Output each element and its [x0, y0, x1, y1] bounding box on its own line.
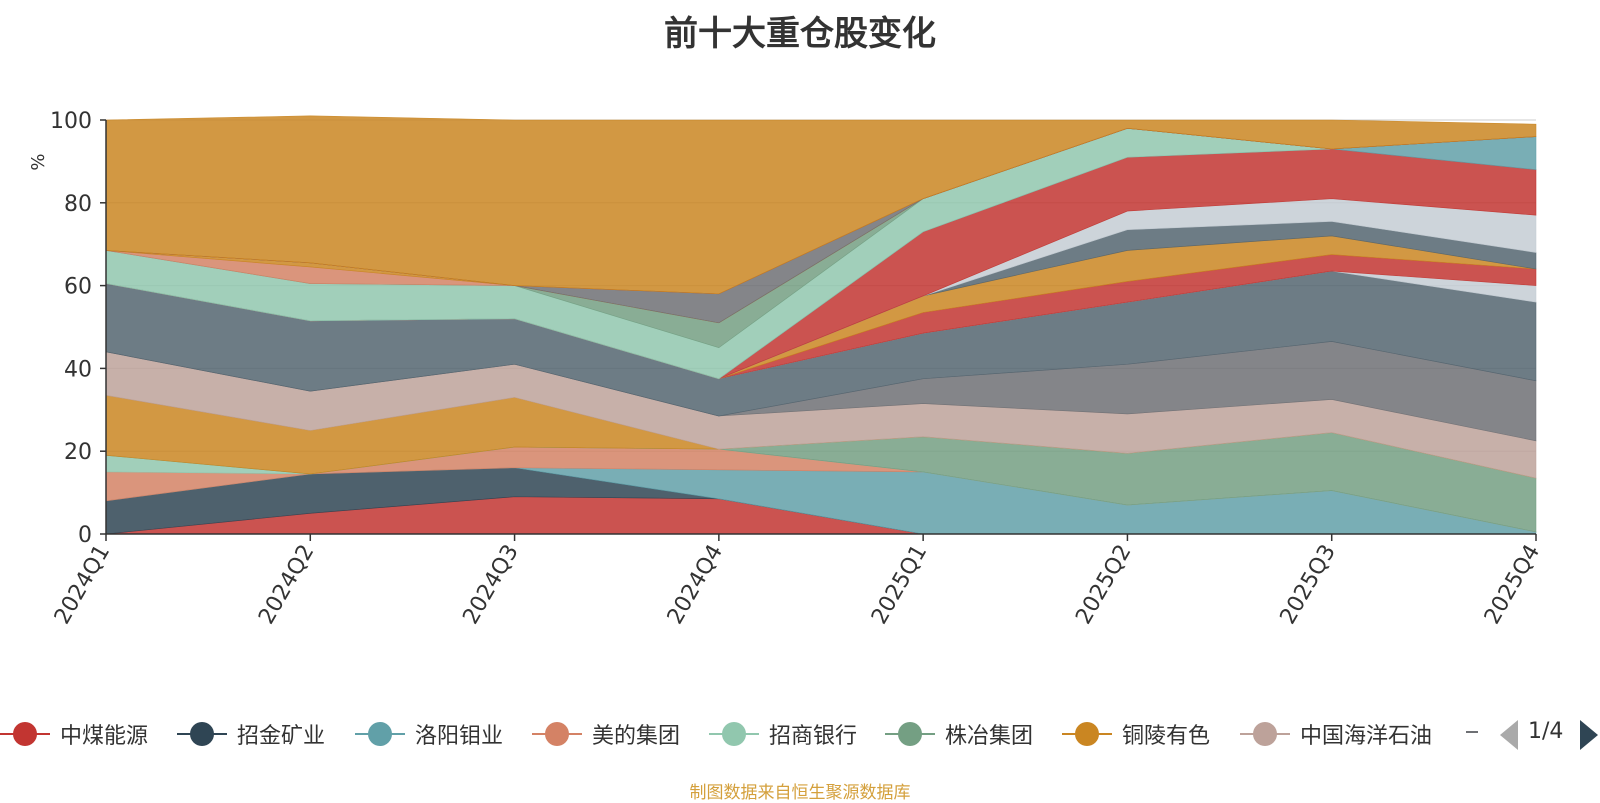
area-series-24[interactable] [105, 115, 1537, 295]
legend-marker-icon [532, 722, 582, 746]
y-axis-label: % [28, 153, 49, 170]
legend-item-3[interactable]: 美的集团 [532, 712, 680, 756]
x-tick-label-3: 2024Q4 [663, 541, 728, 629]
legend-item-4[interactable]: 招商银行 [709, 712, 857, 756]
legend-item-0[interactable]: 中煤能源 [0, 712, 148, 756]
legend-marker-icon [1062, 722, 1112, 746]
y-tick-label-1: 20 [64, 440, 92, 465]
y-tick-label-2: 40 [64, 357, 92, 382]
legend-label: 招商银行 [769, 724, 858, 749]
source-note: 制图数据来自恒生聚源数据库 [689, 783, 911, 803]
legend-marker-icon [885, 722, 935, 746]
legend-label: 中煤能源 [60, 724, 149, 749]
legend-marker-icon [0, 722, 50, 746]
y-tick-label-5: 100 [50, 109, 92, 134]
legend-label: 铜陵有色 [1122, 724, 1211, 749]
legend-marker-icon [709, 722, 759, 746]
y-tick-label-4: 80 [64, 192, 92, 217]
legend-overflow-item[interactable] [1466, 720, 1478, 744]
legend-prev-page-icon[interactable] [1500, 720, 1518, 750]
legend-marker-icon [1240, 722, 1290, 746]
chart-plot: 0 20 40 60 80 100 2024Q1 2024Q2 2024Q3 2024Q4 2025… [28, 109, 1545, 629]
legend-label: 株冶集团 [945, 724, 1034, 749]
legend-label: 洛阳钼业 [415, 724, 504, 749]
legend-page-indicator: 1/4 [1528, 719, 1564, 744]
legend-item-5[interactable]: 株冶集团 [885, 712, 1033, 756]
legend-item-2[interactable]: 洛阳钼业 [355, 712, 503, 756]
legend: 中煤能源 招金矿业 洛阳钼业 美的集团 招商银行 株冶集团 铜陵有色 中国海洋石油 [0, 712, 1600, 756]
legend-marker-icon [177, 722, 227, 746]
x-tick-label-6: 2025Q3 [1276, 541, 1341, 629]
x-tick-label-0: 2024Q1 [50, 541, 115, 629]
legend-item-6[interactable]: 铜陵有色 [1062, 712, 1210, 756]
legend-label: 美的集团 [592, 724, 681, 749]
x-tick-label-4: 2025Q1 [867, 541, 932, 629]
x-tick-label-2: 2024Q3 [458, 541, 523, 629]
x-tick-label-7: 2025Q4 [1480, 541, 1545, 629]
x-tick-label-1: 2024Q2 [254, 541, 319, 629]
legend-next-page-icon[interactable] [1580, 720, 1598, 750]
legend-item-1[interactable]: 招金矿业 [177, 712, 325, 756]
legend-label: 招金矿业 [237, 724, 326, 749]
legend-marker-icon [355, 722, 405, 746]
y-tick-label-0: 0 [78, 523, 92, 548]
x-tick-label-5: 2025Q2 [1071, 541, 1136, 629]
legend-label: 中国海洋石油 [1300, 724, 1433, 749]
legend-item-7[interactable]: 中国海洋石油 [1240, 712, 1432, 756]
y-tick-label-3: 60 [64, 275, 92, 300]
chart-title: 前十大重仓股变化 [664, 14, 936, 54]
area-series-layer [105, 115, 1537, 535]
